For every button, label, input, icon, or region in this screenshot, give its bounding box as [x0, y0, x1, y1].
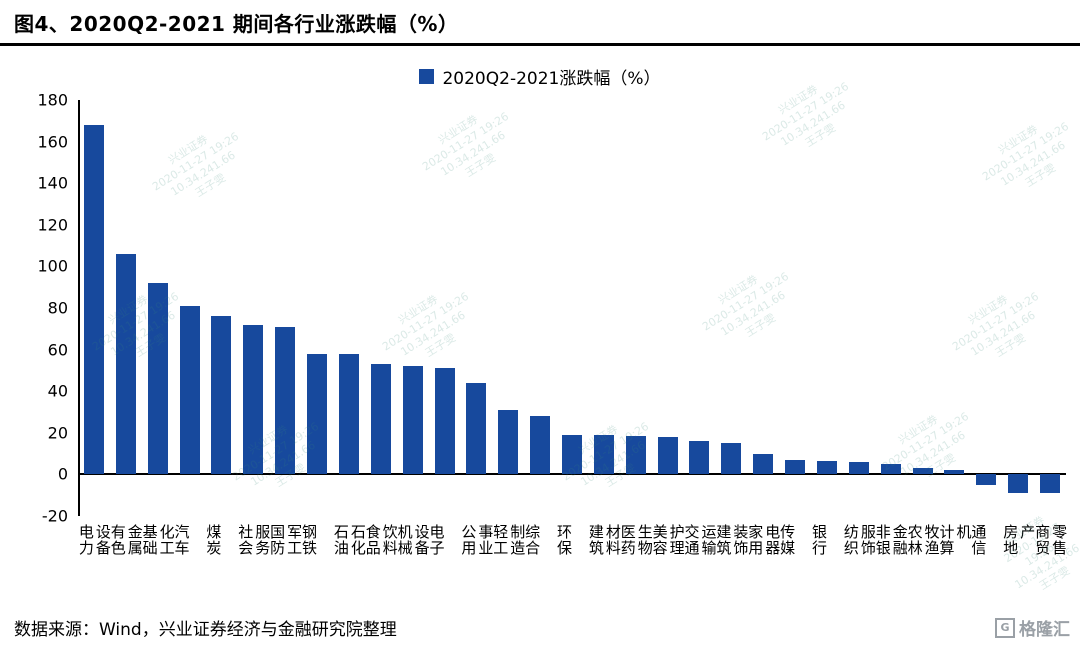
bar [370, 364, 391, 475]
y-tick-label: 0 [57, 464, 68, 484]
bar [147, 283, 168, 475]
y-tick-label: 140 [37, 173, 68, 193]
y-tick-label: 20 [47, 423, 68, 443]
bar [816, 460, 837, 475]
category-label: 非银金融 [873, 524, 909, 556]
bar [434, 368, 455, 475]
category-label: 商贸零售 [1033, 524, 1069, 556]
zero-axis-line [78, 473, 1066, 476]
bar [562, 434, 582, 475]
category-label: 美容护理 [650, 524, 686, 556]
bar [243, 324, 264, 475]
category-label: 计算机 [937, 524, 973, 556]
bar [466, 382, 487, 475]
watermark-text: 兴业证券 2020-11-27 19:26 10.34.241.66 王子雯 [380, 289, 472, 360]
watermark-text: 兴业证券 2020-11-27 19:26 10.34.241.66 王子雯 [420, 109, 512, 180]
watermark-text: 兴业证券 2020-11-27 19:26 10.34.241.66 王子雯 [950, 289, 1042, 360]
bar [498, 409, 519, 475]
y-tick-label: 100 [37, 256, 68, 276]
title-divider [0, 43, 1080, 46]
bar [785, 459, 806, 475]
category-label: 传媒 [778, 524, 797, 556]
chart-header: 图4、2020Q2-2021 期间各行业涨跌幅（%） [0, 0, 1080, 46]
bar [721, 443, 742, 475]
y-axis-line [78, 100, 80, 516]
category-label: 银行 [809, 524, 828, 556]
category-label: 有色金属 [108, 524, 144, 556]
bar [402, 366, 423, 475]
bar [338, 353, 359, 475]
category-label: 农林牧渔 [905, 524, 941, 556]
y-tick-label: 40 [47, 381, 68, 401]
category-label: 社会服务 [236, 524, 272, 556]
bar [689, 441, 710, 475]
category-label: 轻工制造 [491, 524, 527, 556]
category-label: 基础化工 [140, 524, 176, 556]
bar [753, 453, 774, 475]
bar [1008, 474, 1029, 494]
chart-legend: 2020Q2-2021涨跌幅（%） [0, 64, 1080, 89]
page-title: 图4、2020Q2-2021 期间各行业涨跌幅（%） [14, 12, 459, 36]
bar [848, 461, 869, 475]
bar [657, 436, 678, 475]
category-label: 医药生物 [618, 524, 654, 556]
category-label: 国防军工 [268, 524, 304, 556]
watermark-text: 兴业证券 2020-11-27 19:26 10.34.241.66 王子雯 [150, 129, 242, 200]
bar [211, 316, 232, 475]
bar [307, 353, 328, 475]
category-label: 石油石化 [331, 524, 367, 556]
category-label: 通信 [969, 524, 988, 556]
category-label: 房地产 [1001, 524, 1037, 556]
category-label: 煤炭 [204, 524, 223, 556]
category-label: 机械设备 [395, 524, 431, 556]
bar [625, 435, 646, 475]
category-label: 综合 [523, 524, 542, 556]
watermark-text: 兴业证券 2020-11-27 19:26 10.34.241.66 王子雯 [700, 269, 792, 340]
category-label: 家用电器 [746, 524, 782, 556]
source-note: 数据来源：Wind，兴业证券经济与金融研究院整理 [14, 620, 397, 640]
y-tick-label: -20 [41, 506, 68, 526]
bar [880, 464, 901, 475]
bar [115, 253, 136, 475]
legend-swatch-icon [419, 69, 435, 84]
category-label: 电子 [427, 524, 446, 556]
bar [275, 326, 296, 475]
category-label: 建筑材料 [586, 524, 622, 556]
category-label: 建筑装饰 [714, 524, 750, 556]
bar [83, 124, 104, 475]
watermark-text: 兴业证券 2020-11-27 19:26 10.34.241.66 王子雯 [880, 409, 972, 480]
bar [912, 468, 933, 475]
logo-text: 格隆汇 [1019, 620, 1070, 640]
category-label: 电力设备 [76, 524, 112, 556]
y-tick-label: 160 [37, 132, 68, 152]
category-label: 交通运输 [682, 524, 718, 556]
y-tick-label: 80 [47, 298, 68, 318]
category-label: 公用事业 [459, 524, 495, 556]
logo-icon: G [995, 617, 1015, 638]
watermark-text: 兴业证券 2020-11-27 19:26 10.34.241.66 王子雯 [980, 119, 1072, 190]
bar [1040, 474, 1061, 494]
brand-logo: G 格隆汇 [995, 615, 1070, 640]
y-tick-label: 180 [37, 90, 68, 110]
legend-label: 2020Q2-2021涨跌幅（%） [442, 69, 661, 89]
y-tick-label: 60 [47, 340, 68, 360]
category-label: 纺织服饰 [841, 524, 877, 556]
category-label: 汽车 [172, 524, 191, 556]
bar [530, 416, 551, 475]
bar [944, 470, 965, 475]
bar [593, 434, 614, 475]
category-label: 钢铁 [300, 524, 319, 556]
y-tick-label: 120 [37, 215, 68, 235]
bar [179, 305, 200, 475]
category-label: 食品饮料 [363, 524, 399, 556]
watermark-text: 兴业证券 2020-11-27 19:26 10.34.241.66 王子雯 [760, 79, 852, 150]
category-label: 环保 [555, 524, 573, 556]
bar [976, 474, 997, 485]
